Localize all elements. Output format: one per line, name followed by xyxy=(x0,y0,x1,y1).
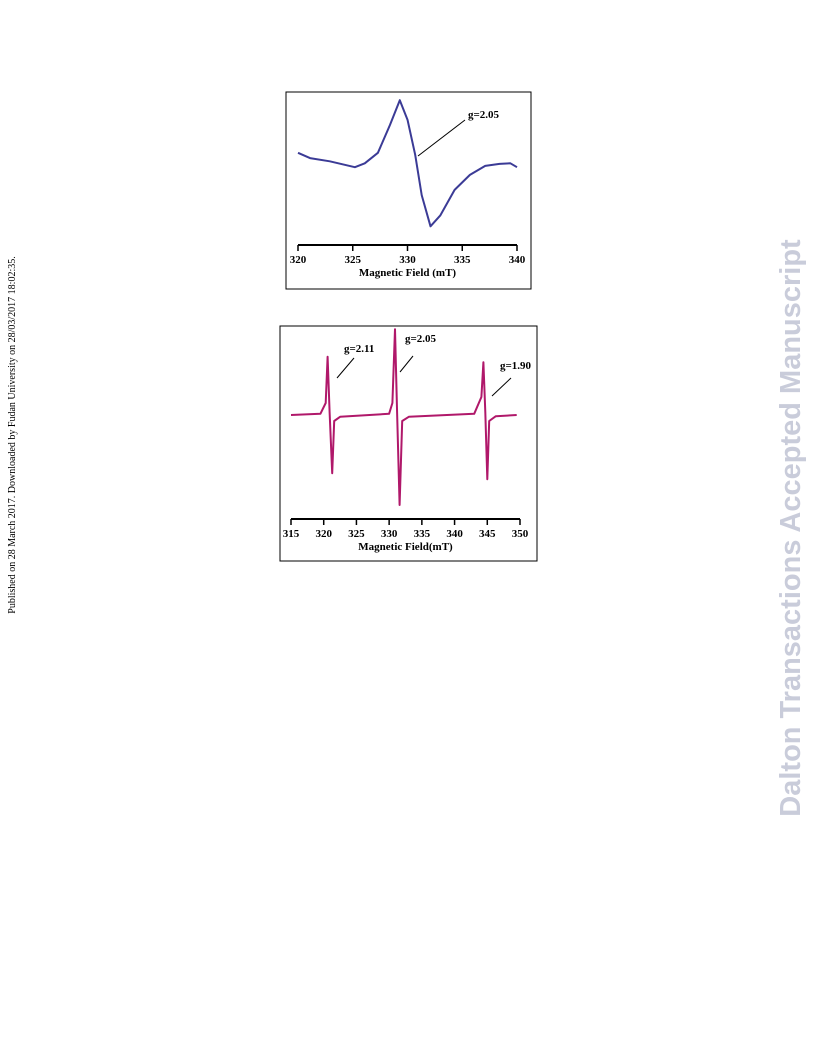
x-axis-label: Magnetic Field (mT) xyxy=(359,267,456,279)
g-value-label: g=1.90 xyxy=(500,360,532,372)
x-tick-label: 335 xyxy=(454,254,471,266)
x-tick-label: 340 xyxy=(509,254,526,266)
annotation-leader xyxy=(417,119,466,157)
g-value-label: g=2.05 xyxy=(468,109,500,121)
x-tick-label: 330 xyxy=(381,528,398,540)
x-tick-label: 320 xyxy=(315,528,332,540)
g-value-label: g=2.05 xyxy=(405,333,437,345)
figure-frame xyxy=(279,325,538,562)
x-tick-label: 345 xyxy=(479,528,496,540)
annotation-leader xyxy=(336,357,355,379)
x-tick-label: 315 xyxy=(283,528,300,540)
x-tick-label: 320 xyxy=(290,254,307,266)
watermark: Dalton Transactions Accepted Manuscript xyxy=(775,239,807,817)
x-tick-label: 325 xyxy=(345,254,362,266)
x-tick-label: 340 xyxy=(446,528,463,540)
figure-frame xyxy=(285,91,532,290)
x-tick-label: 330 xyxy=(399,254,416,266)
g-value-label: g=2.11 xyxy=(344,343,374,355)
x-tick-label: 335 xyxy=(414,528,431,540)
x-axis-label: Magnetic Field(mT) xyxy=(358,541,453,553)
x-tick-label: 350 xyxy=(512,528,529,540)
spectrum-line xyxy=(290,328,517,506)
x-tick-label: 325 xyxy=(348,528,365,540)
annotation-leader xyxy=(399,355,414,373)
spectrum-line xyxy=(297,99,518,228)
annotation-leader xyxy=(491,377,512,397)
side-note: Published on 28 March 2017. Downloaded b… xyxy=(7,256,18,613)
